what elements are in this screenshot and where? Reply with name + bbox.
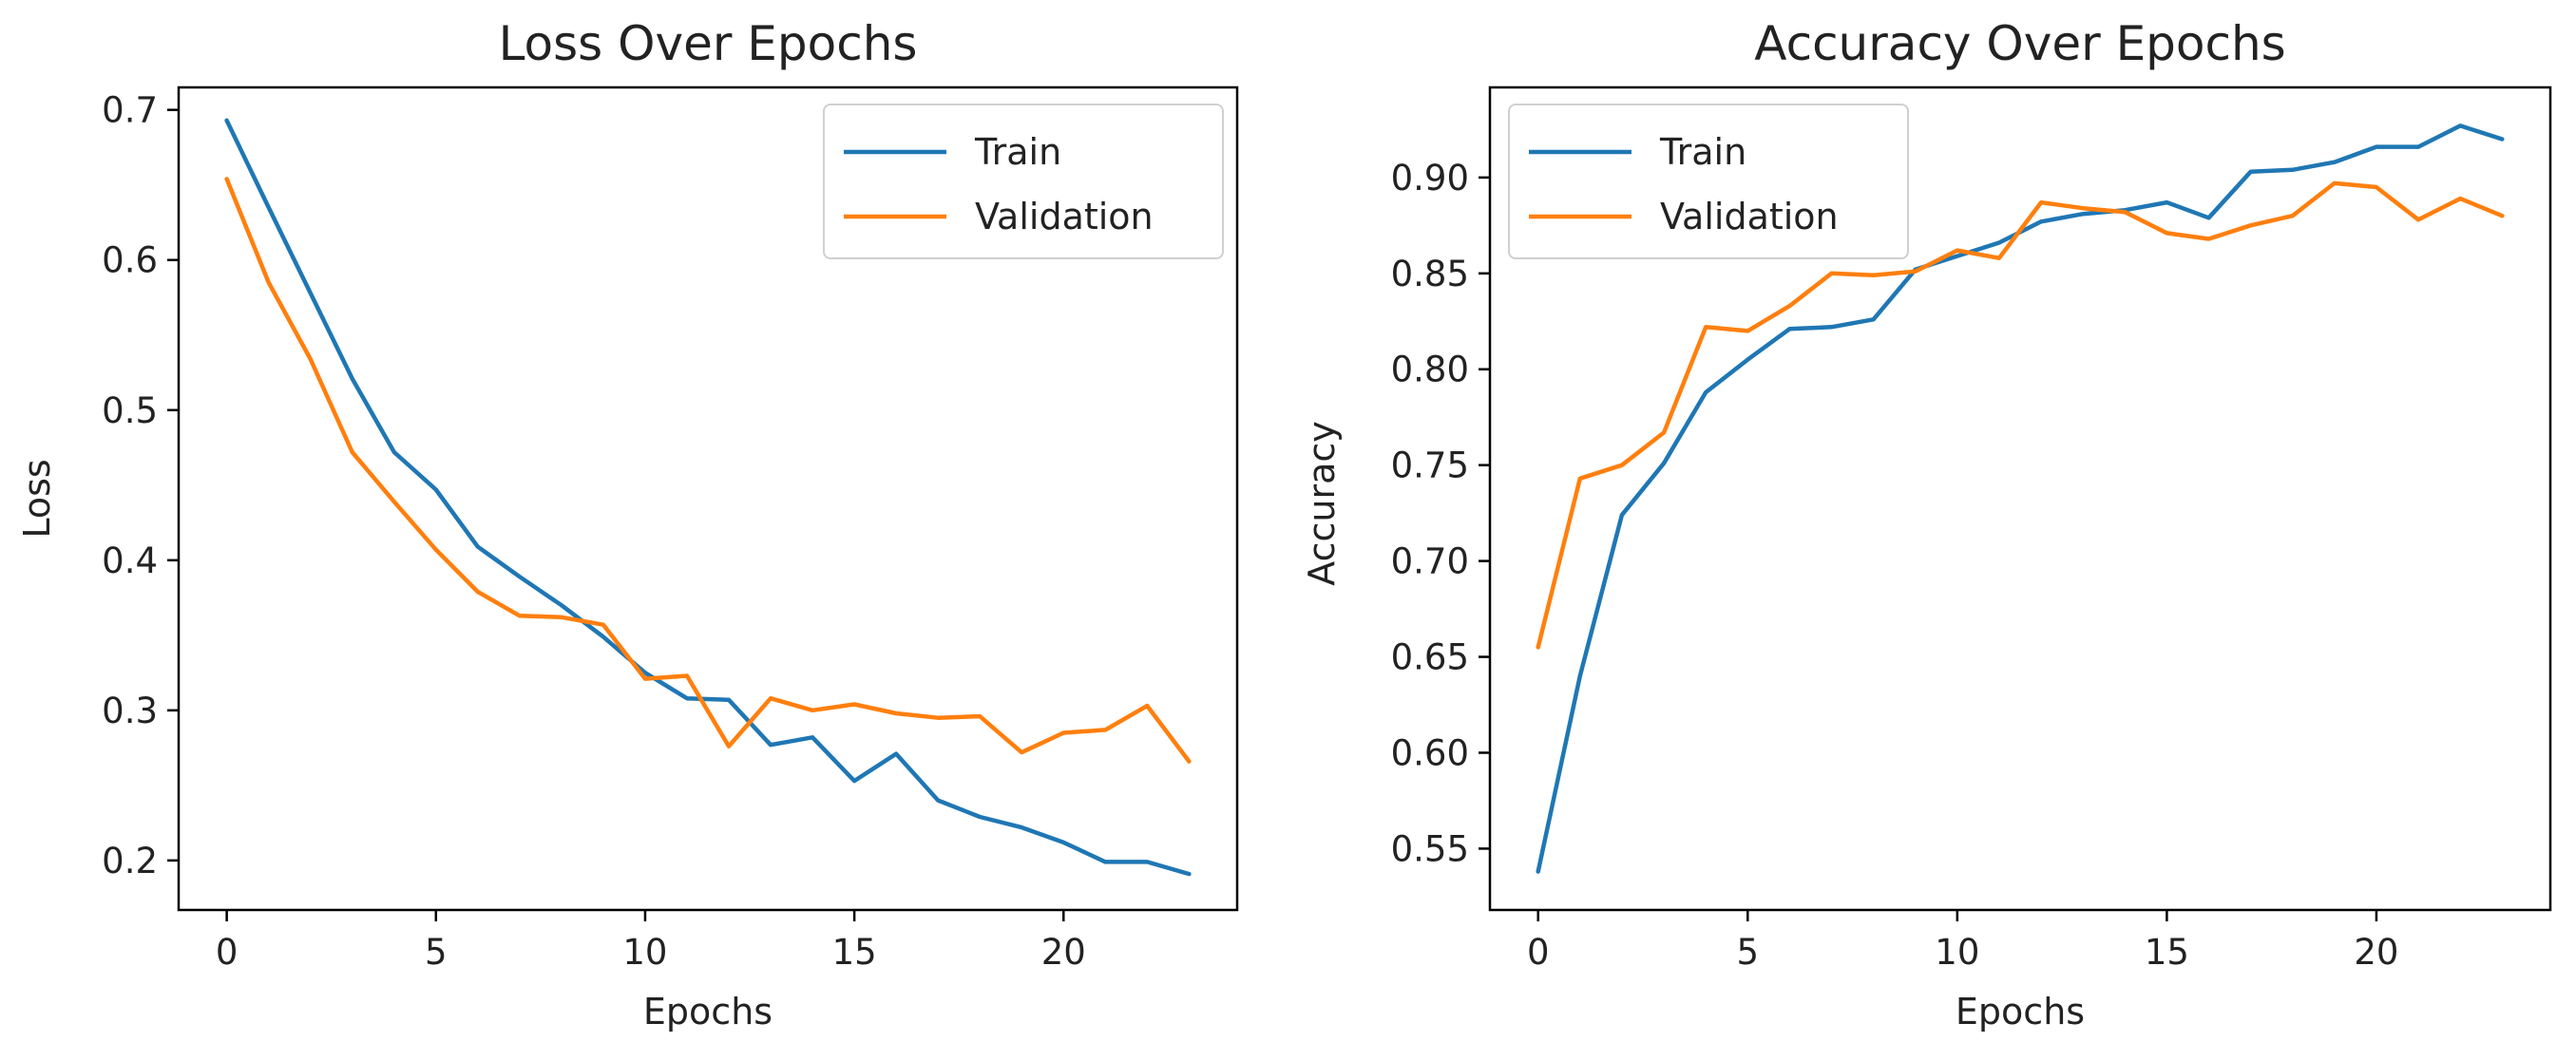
ticks-layer: 0 5 10 15 20 0.55 0.60 0.65 0.70 0.75 0.80 0.85 0.90	[1391, 158, 2399, 973]
y-tick-label: 0.65	[1391, 637, 1469, 678]
x-axis-label: Epochs	[1956, 991, 2085, 1033]
y-tick-label: 0.75	[1391, 445, 1469, 486]
legend-label-train: Train	[1659, 131, 1746, 173]
loss-chart: Loss Over Epochs 0 5 10 15 20 0.2 0.3 0.4 0.5 0.6…	[16, 16, 1239, 1033]
series-line-train	[224, 118, 1192, 877]
chart-title: Loss Over Epochs	[499, 16, 918, 71]
x-tick-label: 20	[1041, 932, 1086, 973]
x-tick-label: 15	[832, 932, 877, 973]
y-tick-label: 0.6	[102, 240, 158, 281]
legend-label-validation: Validation	[975, 196, 1154, 237]
y-tick-label: 0.55	[1391, 828, 1469, 869]
y-tick-label: 0.5	[102, 390, 158, 431]
y-tick-label: 0.4	[102, 540, 158, 581]
y-tick-label: 0.2	[102, 841, 158, 881]
y-tick-label: 0.90	[1391, 158, 1469, 199]
legend-label-train: Train	[974, 131, 1061, 173]
x-tick-label: 10	[1935, 932, 1979, 973]
series-layer	[1536, 123, 2505, 874]
y-tick-label: 0.60	[1391, 732, 1469, 773]
series-line-validation	[1536, 180, 2505, 650]
series-layer	[224, 118, 1192, 877]
y-tick-label: 0.7	[102, 90, 158, 131]
accuracy-chart: Accuracy Over Epochs 0 5 10 15 20 0.55 0.60 0.6…	[1301, 16, 2552, 1033]
x-tick-label: 5	[425, 932, 448, 973]
x-tick-label: 0	[216, 932, 239, 973]
x-tick-label: 20	[2354, 932, 2398, 973]
legend: Train Validation	[1508, 104, 1909, 259]
x-tick-label: 0	[1527, 932, 1550, 973]
y-tick-label: 0.80	[1391, 350, 1469, 390]
plot-frame	[1488, 85, 2552, 912]
ticks-layer: 0 5 10 15 20 0.2 0.3 0.4 0.5 0.6 0.7	[102, 90, 1086, 973]
y-tick-label: 0.70	[1391, 541, 1469, 582]
x-tick-label: 10	[622, 932, 667, 973]
plot-frame	[177, 85, 1239, 912]
legend-label-validation: Validation	[1660, 196, 1839, 237]
x-tick-label: 15	[2145, 932, 2189, 973]
y-axis-label: Accuracy	[1301, 421, 1343, 586]
x-tick-label: 5	[1737, 932, 1760, 973]
series-line-validation	[224, 177, 1192, 764]
y-tick-label: 0.3	[102, 691, 158, 731]
chart-title: Accuracy Over Epochs	[1754, 16, 2285, 71]
legend-box	[823, 104, 1224, 259]
legend-box	[1508, 104, 1909, 259]
y-tick-label: 0.85	[1391, 254, 1469, 294]
legend: Train Validation	[823, 104, 1224, 259]
y-axis-label: Loss	[16, 459, 58, 538]
x-axis-label: Epochs	[643, 991, 773, 1033]
